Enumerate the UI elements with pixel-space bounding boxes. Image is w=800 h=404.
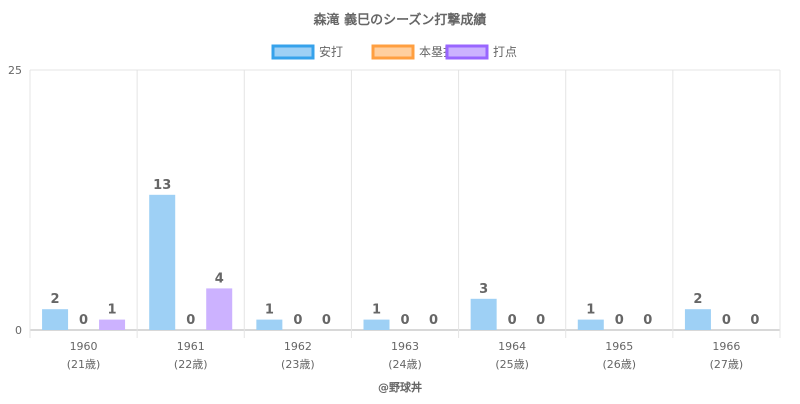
- x-axis: 1960 (21歳) 1961 (22歳) 1962 (23歳) 1963 (24歳) 1964…: [67, 340, 743, 371]
- x-tick-sublabel: (27歳): [710, 358, 744, 371]
- x-tick-sublabel: (25歳): [495, 358, 529, 371]
- x-tick-sublabel: (23歳): [281, 358, 315, 371]
- x-tick-sublabel: (22歳): [174, 358, 208, 371]
- data-label: 0: [615, 313, 624, 328]
- legend-swatch-1[interactable]: [271, 44, 315, 60]
- x-tick-sublabel: (24歳): [388, 358, 422, 371]
- data-label: 0: [79, 313, 88, 328]
- data-label: 2: [693, 292, 702, 307]
- data-label: 0: [536, 313, 545, 328]
- x-tick-label: 1963: [391, 340, 419, 353]
- data-label: 2: [51, 292, 60, 307]
- y-tick-label: 0: [15, 324, 22, 337]
- data-label: 0: [400, 313, 409, 328]
- x-tick-sublabel: (26歳): [602, 358, 636, 371]
- data-label: 4: [215, 271, 224, 286]
- data-label: 0: [186, 313, 195, 328]
- legend-label-1[interactable]: 安打: [319, 44, 343, 59]
- x-tick-label: 1964: [498, 340, 526, 353]
- x-tick-label: 1966: [712, 340, 740, 353]
- data-label: 3: [479, 282, 488, 297]
- x-tick-label: 1965: [605, 340, 633, 353]
- bar-series-1[interactable]: [684, 309, 711, 330]
- bar-series-3[interactable]: [206, 288, 233, 330]
- x-tick-label: 1960: [70, 340, 98, 353]
- bar-series-1[interactable]: [149, 194, 176, 330]
- data-label: 0: [750, 313, 759, 328]
- data-label: 0: [293, 313, 302, 328]
- legend-label-3[interactable]: 打点: [493, 45, 517, 59]
- bar-series-1[interactable]: [42, 309, 69, 330]
- chart-footer: @野球丼: [378, 380, 422, 394]
- data-label: 0: [508, 313, 517, 328]
- bar-series-1[interactable]: [577, 319, 604, 330]
- bar-series-1[interactable]: [256, 319, 283, 330]
- data-label: 0: [643, 313, 652, 328]
- y-tick-label: 25: [8, 64, 22, 77]
- legend-swatch-3[interactable]: [445, 44, 489, 60]
- data-label: 1: [108, 303, 117, 318]
- data-label: 13: [153, 178, 171, 193]
- bar-series-1[interactable]: [470, 298, 497, 330]
- chart-title: 森滝 義巳のシーズン打撃成績: [314, 12, 487, 28]
- data-label: 0: [429, 313, 438, 328]
- y-axis: 25 0: [8, 64, 22, 337]
- legend: 安打 本塁打 打点: [271, 44, 517, 60]
- data-label: 1: [586, 303, 595, 318]
- grid: [29, 69, 781, 338]
- data-label: 0: [722, 313, 731, 328]
- data-label: 1: [265, 303, 274, 318]
- bar-series-3[interactable]: [99, 319, 126, 330]
- x-tick-label: 1961: [177, 340, 205, 353]
- data-label: 1: [372, 303, 381, 318]
- x-tick-sublabel: (21歳): [67, 358, 101, 371]
- bars: [42, 194, 711, 330]
- bar-series-1[interactable]: [363, 319, 390, 330]
- x-tick-label: 1962: [284, 340, 312, 353]
- data-label: 0: [322, 313, 331, 328]
- legend-swatch-2[interactable]: [371, 44, 415, 60]
